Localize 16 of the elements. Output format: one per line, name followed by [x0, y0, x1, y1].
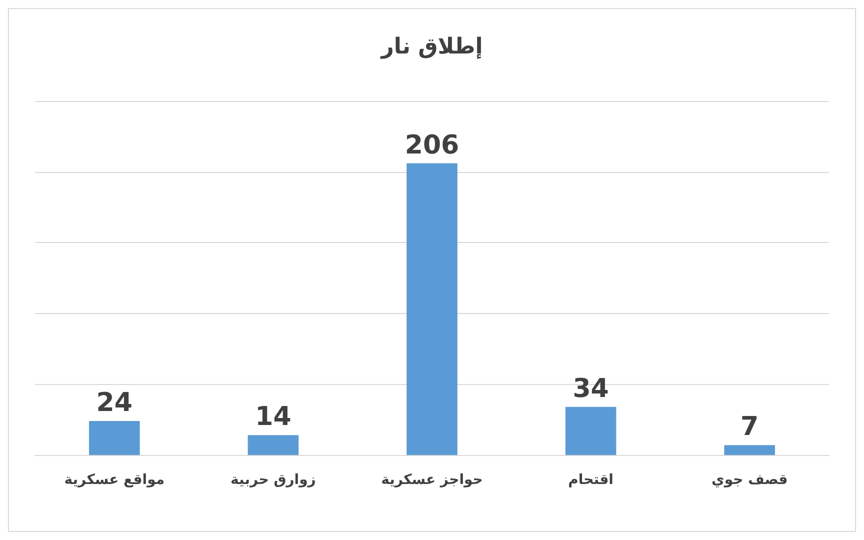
- x-tick-label: حواجز عسكرية: [381, 472, 483, 488]
- x-tick-label: قصف جوي: [711, 472, 788, 488]
- data-label: 206: [404, 130, 460, 160]
- data-label: 24: [96, 388, 132, 418]
- x-tick-label: اقتحام: [568, 472, 614, 488]
- bar: [724, 445, 776, 455]
- x-tick-label: زوارق حربية: [230, 472, 316, 488]
- data-label: 14: [255, 402, 292, 432]
- bar: [248, 435, 299, 455]
- data-label: 34: [572, 374, 609, 404]
- chart-title: إطلاق نار: [380, 34, 483, 60]
- bar: [565, 406, 616, 455]
- bar: [88, 421, 140, 455]
- data-label: 7: [740, 412, 759, 442]
- bar: [406, 163, 458, 455]
- x-tick-label: مواقع عسكرية: [64, 472, 165, 488]
